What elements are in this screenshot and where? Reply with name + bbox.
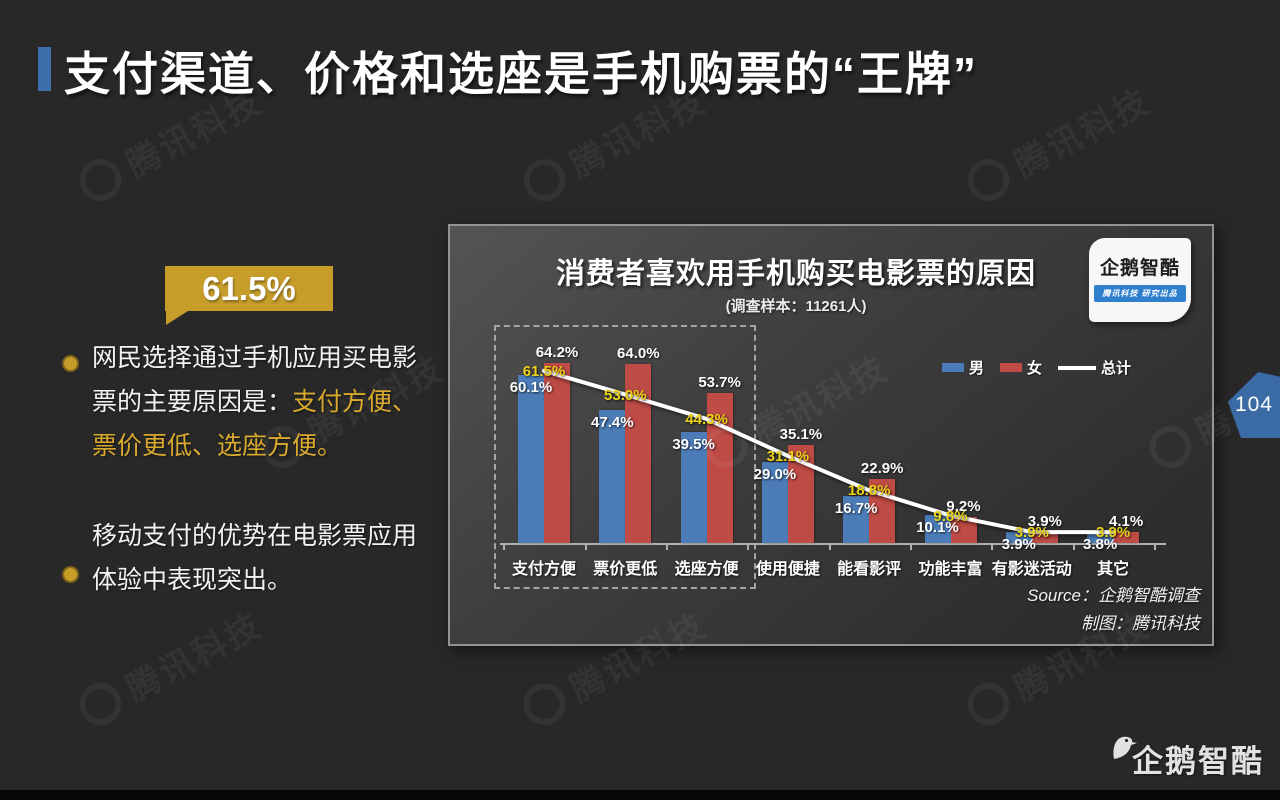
category-label: 票价更低 [593, 561, 658, 578]
x-axis-tick [828, 544, 831, 550]
category-label: 能看影评 [837, 561, 902, 578]
title-accent-bar [38, 47, 51, 91]
callout-tail [166, 311, 188, 325]
source-line-1: Source：企鹅智酷调查 [1027, 586, 1200, 605]
total-value-label: 61.5% [522, 362, 566, 380]
source-line-2: 制图：腾讯科技 [1081, 614, 1200, 633]
total-value-label: 53.0% [604, 386, 647, 404]
x-axis-tick [503, 544, 506, 550]
bar-female [1031, 532, 1058, 543]
watermark-text: 腾讯科技 [1008, 81, 1157, 185]
male-value-label: 3.8% [1082, 536, 1118, 554]
bar-male [1087, 532, 1114, 543]
male-value-label: 39.5% [672, 436, 715, 454]
badge-name: 企鹅智酷 [1099, 258, 1180, 279]
male-value-label: 47.4% [591, 414, 634, 432]
bullet-text-1: 网民选择通过手机应用买电影票的主要原因是：支付方便、票价更低、选座方便。 [92, 336, 432, 468]
chart-subtitle: (调查样本：11261人) [725, 298, 867, 315]
bar-male [518, 374, 544, 543]
total-value-label: 18.8% [847, 482, 891, 500]
female-value-label: 64.2% [535, 344, 579, 362]
watermark-ring-icon [959, 675, 1017, 732]
watermark-ring-icon [515, 151, 573, 208]
x-axis-tick [1153, 544, 1156, 550]
category-label: 其它 [1097, 561, 1130, 578]
female-value-label: 53.7% [698, 373, 741, 391]
chart-panel: 消费者喜欢用手机购买电影票的原因 (调查样本：11261人) 企鹅智酷 腾讯科技… [448, 224, 1214, 646]
female-value-label: 4.1% [1108, 512, 1144, 530]
chart-plot: 60.1% 64.2% 61.5% 支付方便 47.4% 64.0% 53.0% 票价更低 39… [450, 226, 1216, 648]
watermark-ring-icon [515, 675, 573, 732]
x-axis-tick [747, 544, 750, 550]
watermark-ring-icon [959, 151, 1017, 208]
watermark: 腾讯科技 [70, 598, 270, 735]
penguin-intelligence-badge: 企鹅智酷 腾讯科技 研究出品 [1089, 238, 1191, 322]
x-axis-tick [666, 544, 668, 550]
bullet-dot [62, 566, 79, 583]
male-value-label: 3.9% [1001, 536, 1036, 554]
bottom-bar [0, 790, 1280, 800]
bullet-dot [62, 355, 79, 372]
bullet-text-2: 移动支付的优势在电影票应用体验中表现突出。 [92, 522, 418, 594]
watermark-text: 腾讯科技 [120, 605, 269, 709]
category-label: 支付方便 [511, 561, 576, 578]
slide-title: 支付渠道、价格和选座是手机购票的“王牌” [64, 48, 978, 100]
female-value-label: 64.0% [617, 344, 660, 362]
male-value-label: 60.1% [509, 378, 553, 396]
badge-tagline: 腾讯科技 研究出品 [1094, 285, 1186, 302]
legend-color-swatch [942, 363, 964, 372]
x-axis-tick [584, 544, 587, 550]
total-value-label: 44.3% [685, 410, 728, 428]
male-value-label: 29.0% [753, 465, 797, 483]
x-axis-tick [991, 544, 994, 550]
total-value-label: 31.1% [766, 447, 810, 465]
watermark: 腾讯科技 [958, 74, 1158, 211]
x-axis-tick [1072, 544, 1075, 550]
category-label: 选座方便 [674, 561, 739, 578]
total-value-label: 9.8% [933, 507, 968, 525]
bullet-text-1-white: 网民选择通过手机应用买电影票的主要原因是： [92, 344, 418, 416]
legend-line-swatch [1058, 365, 1097, 370]
highlight-value-box: 61.5% [165, 266, 333, 325]
watermark-ring-icon [71, 151, 129, 208]
watermark-ring-icon [71, 675, 129, 732]
chart-title: 消费者喜欢用手机购买电影票的原因 [555, 258, 1036, 290]
category-label: 有影迷活动 [991, 561, 1072, 578]
penguin-icon [1113, 736, 1137, 759]
total-value-label: 3.9% [1095, 524, 1131, 542]
female-value-label: 35.1% [779, 425, 823, 443]
female-value-label: 22.9% [860, 459, 904, 477]
x-axis-line [500, 543, 1166, 545]
legend-color-swatch [1000, 363, 1023, 372]
total-value-label: 3.9% [1014, 524, 1049, 542]
bar-male [1005, 532, 1032, 543]
x-axis-tick [909, 544, 912, 550]
page-number-flag: 104 [1228, 372, 1280, 438]
source-note: Source：企鹅智酷调查 制图：腾讯科技 [1027, 582, 1200, 638]
bullet-text-1-gold: 支付方便、票价更低、选座方便。 [92, 388, 418, 460]
footer-logo-text: 企鹅智酷 [1132, 744, 1264, 779]
highlight-value: 61.5% [202, 269, 296, 307]
category-label: 功能丰富 [918, 561, 983, 578]
male-value-label: 16.7% [834, 500, 878, 518]
page-number: 104 [1234, 393, 1273, 416]
bar-female [1113, 531, 1140, 543]
category-label: 使用便捷 [755, 561, 820, 578]
footer-logo: 企鹅智酷 [1108, 733, 1264, 781]
